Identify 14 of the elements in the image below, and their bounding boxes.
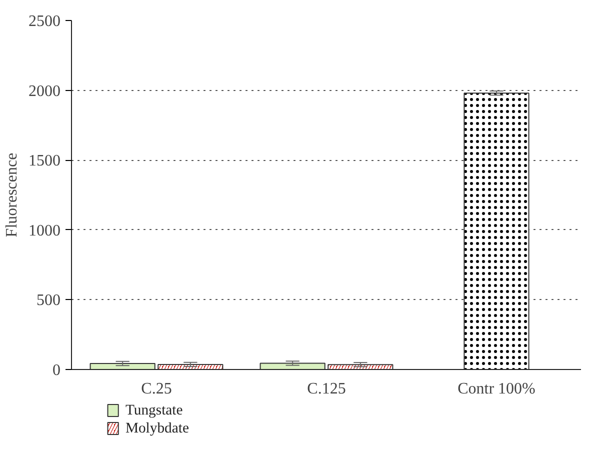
y-tick-label: 500 [36, 292, 60, 310]
y-tick-label: 1000 [28, 222, 60, 240]
x-tick-label: C.125 [307, 380, 346, 398]
y-tick-label: 1500 [28, 152, 60, 170]
x-tick-label: C.25 [141, 380, 172, 398]
bar [260, 362, 326, 370]
y-axis-title: Fluorescence [4, 152, 20, 238]
x-tick-label: Contr 100% [458, 380, 536, 398]
bar [90, 362, 156, 370]
y-tick-label: 2500 [28, 13, 60, 30]
legend-label: Molybdate [125, 420, 189, 436]
legend-label: Tungstate [125, 402, 183, 418]
y-tick-label: 2000 [28, 82, 60, 100]
y-tick-label: 0 [52, 362, 60, 379]
